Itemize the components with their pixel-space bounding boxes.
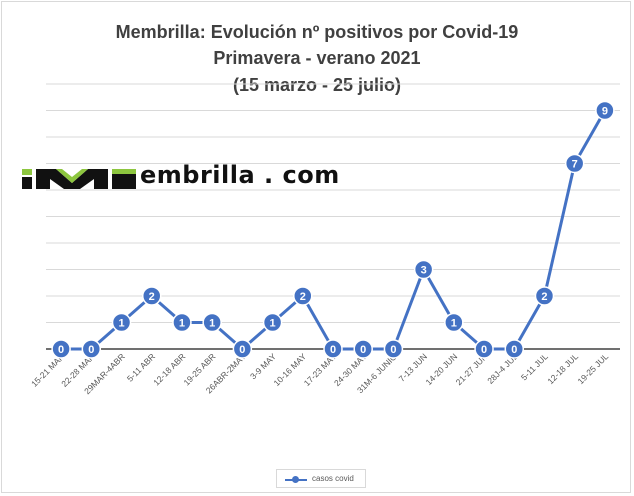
data-label: 0 — [390, 344, 396, 356]
data-point — [172, 312, 192, 333]
data-point — [595, 100, 615, 121]
data-label: 0 — [360, 344, 366, 356]
data-point — [141, 286, 162, 306]
data-label: 0 — [239, 344, 245, 356]
legend: casos covid — [276, 469, 366, 488]
data-point — [383, 339, 404, 359]
data-label: 1 — [118, 318, 124, 330]
x-tick-label: 3-9 MAY — [248, 351, 278, 381]
logo-m-mark-icon — [22, 169, 136, 189]
chart-subtitle: Primavera - verano 2021 — [213, 48, 421, 68]
legend-dot-marker — [292, 476, 299, 483]
data-label: 1 — [451, 318, 457, 330]
data-point — [353, 339, 373, 359]
data-point — [293, 286, 313, 306]
data-label: 0 — [58, 344, 64, 356]
data-label: 7 — [572, 159, 578, 171]
data-point — [474, 339, 494, 359]
data-point — [202, 312, 222, 333]
data-label: 0 — [511, 344, 517, 356]
data-label: 0 — [88, 344, 94, 356]
data-label: 1 — [209, 318, 215, 330]
data-point — [51, 339, 71, 359]
data-label: 1 — [179, 318, 185, 330]
chart-title: Membrilla: Evolución nº positivos por Co… — [115, 22, 519, 42]
data-label: 0 — [330, 344, 336, 356]
data-point — [262, 312, 283, 333]
data-point — [444, 312, 464, 333]
series-line — [61, 109, 607, 351]
data-point — [81, 339, 102, 359]
data-point — [111, 312, 132, 333]
data-label: 1 — [270, 318, 276, 330]
data-label: 9 — [602, 106, 608, 118]
x-tick-label: 14-20 JUN — [423, 351, 459, 387]
data-point — [534, 286, 555, 306]
data-label: 2 — [541, 291, 547, 303]
data-label: 2 — [149, 291, 155, 303]
data-point — [232, 339, 253, 359]
logo-text: embrilla . com — [140, 161, 340, 189]
data-label: 3 — [421, 265, 427, 277]
data-point — [413, 259, 434, 280]
chart-subtitle-dates: (15 marzo - 25 julio) — [232, 75, 402, 95]
x-tick-label: 12-18 JUL — [545, 351, 580, 386]
legend-label: casos covid — [312, 474, 354, 483]
membrilla-logo: embrilla . com — [22, 161, 339, 191]
data-label: 0 — [481, 344, 487, 356]
x-tick-label: 19-25 JUL — [576, 351, 611, 386]
data-point — [564, 153, 585, 174]
data-label: 2 — [300, 291, 306, 303]
data-point — [323, 339, 343, 359]
data-point — [504, 339, 525, 359]
